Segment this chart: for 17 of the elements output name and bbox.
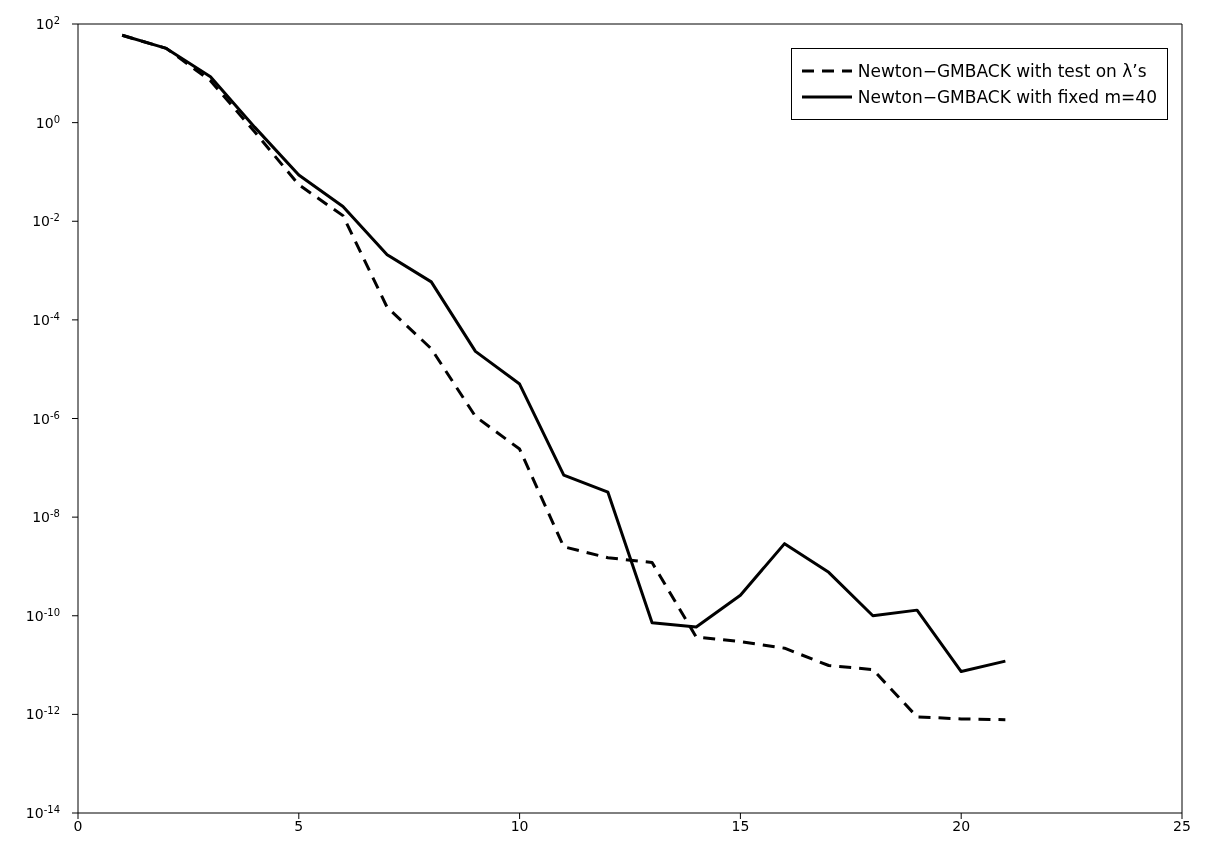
legend-label: Newton−GMBACK with fixed m=40 xyxy=(857,87,1157,107)
x-tick-label: 5 xyxy=(294,817,304,834)
x-tick-label: 25 xyxy=(1173,817,1191,834)
y-tick-label: 10$^{-10}$ xyxy=(25,606,60,624)
y-tick-label: 10$^{-4}$ xyxy=(32,310,60,328)
y-tick-label: 10$^{-12}$ xyxy=(25,704,60,723)
y-tick-label: 10$^{-6}$ xyxy=(32,409,60,427)
y-tick-label: 10$^{0}$ xyxy=(35,113,60,131)
x-tick-label: 20 xyxy=(952,817,971,834)
x-tick-label: 0 xyxy=(73,817,83,834)
y-tick-label: 10$^{-14}$ xyxy=(25,803,60,821)
x-tick-label: 15 xyxy=(731,817,750,834)
legend-label: Newton−GMBACK with test on λ’s xyxy=(857,61,1147,81)
y-tick-label: 10$^{2}$ xyxy=(35,14,60,32)
y-tick-label: 10$^{-8}$ xyxy=(32,507,60,526)
y-tick-label: 10$^{-2}$ xyxy=(32,211,60,230)
x-tick-label: 10 xyxy=(510,817,529,834)
